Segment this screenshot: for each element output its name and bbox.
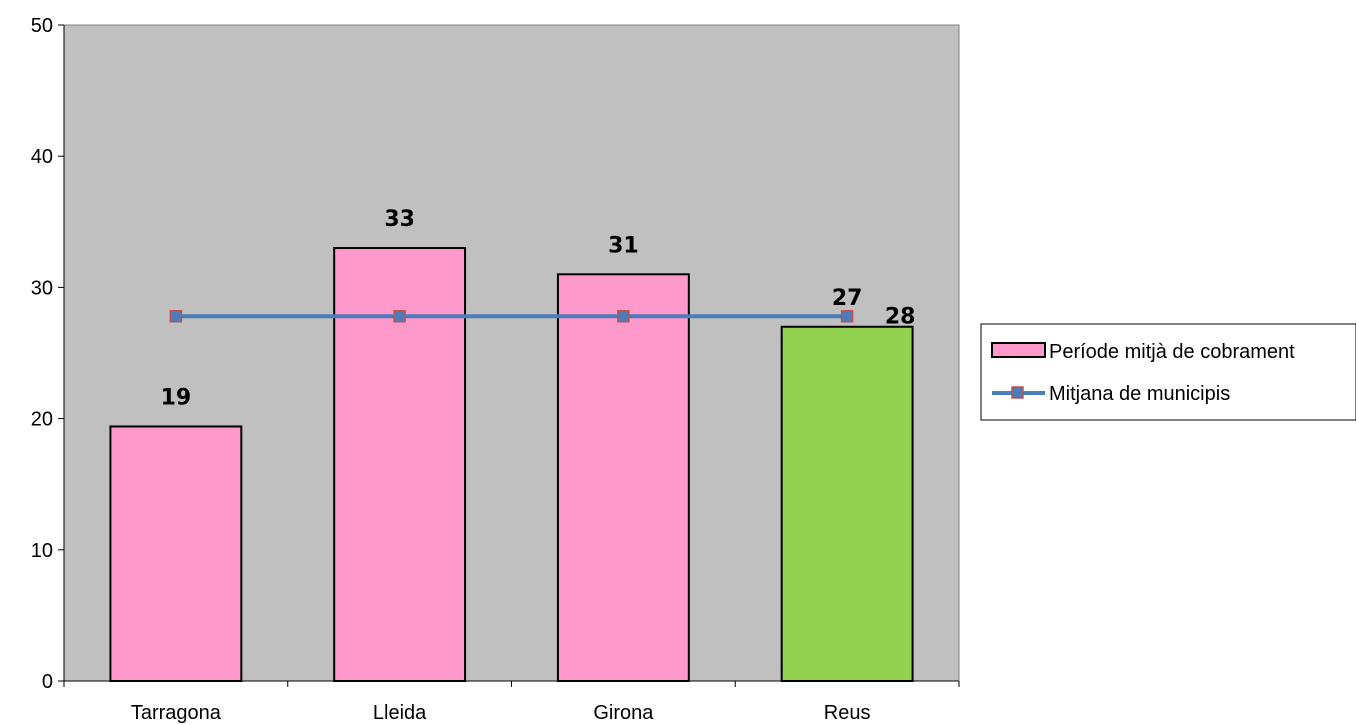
- data-labels-group: 19 33 31 27 28: [161, 207, 916, 410]
- y-tick-label: 20: [31, 409, 53, 431]
- line-marker: [840, 310, 854, 323]
- y-tick-label: 10: [31, 540, 53, 562]
- legend-line-marker: [1011, 386, 1024, 399]
- y-tick-label: 50: [31, 15, 53, 37]
- y-tick-label: 40: [31, 146, 53, 168]
- legend-line-label: Mitjana de municipis: [1049, 383, 1230, 405]
- bar-data-label: 33: [384, 207, 415, 232]
- legend-box: [980, 323, 1356, 421]
- x-tick-label: Tarragona: [131, 702, 222, 724]
- bar-tarragona: [109, 425, 243, 682]
- axes-group: 0 10 20 30 40 50 Tarragona Lleida Girona Reus: [31, 15, 960, 724]
- y-tick-label: 0: [42, 671, 53, 693]
- x-tick-label: Lleida: [373, 702, 427, 724]
- bar-data-label: 31: [608, 233, 639, 258]
- bar-data-label: 19: [161, 385, 192, 410]
- line-marker: [617, 310, 630, 323]
- legend: Període mitjà de cobrament Mitjana de mu…: [980, 323, 1356, 421]
- bars-group: [109, 247, 914, 682]
- line-data-label: 28: [885, 304, 916, 329]
- bar-girona: [556, 273, 690, 682]
- bar-data-label: 27: [832, 286, 863, 311]
- line-marker: [393, 310, 406, 323]
- legend-bar-swatch: [991, 342, 1046, 358]
- legend-bar-label: Període mitjà de cobrament: [1049, 341, 1295, 363]
- line-marker: [169, 310, 183, 323]
- y-tick-label: 30: [31, 277, 53, 299]
- x-tick-label: Reus: [824, 702, 871, 724]
- line-series-group: [169, 310, 854, 323]
- bar-reus: [780, 325, 914, 682]
- x-tick-label: Girona: [593, 702, 654, 724]
